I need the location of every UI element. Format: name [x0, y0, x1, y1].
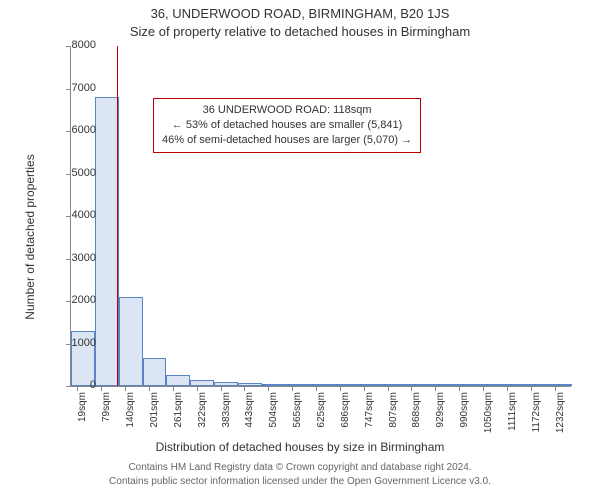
- histogram-bar: [548, 384, 572, 386]
- histogram-bar: [238, 383, 262, 386]
- histogram-bar: [190, 380, 214, 386]
- info-box: 36 UNDERWOOD ROAD: 118sqm ← 53% of detac…: [153, 98, 421, 153]
- y-axis-label: Number of detached properties: [23, 137, 37, 337]
- y-tick-mark: [66, 301, 70, 302]
- histogram-bar: [381, 384, 405, 386]
- histogram-bar: [214, 382, 238, 386]
- y-tick-label: 1000: [46, 337, 96, 349]
- y-tick-label: 7000: [46, 82, 96, 94]
- x-tick-mark: [411, 387, 412, 391]
- x-tick-mark: [459, 387, 460, 391]
- y-tick-label: 3000: [46, 252, 96, 264]
- histogram-bar: [166, 375, 190, 386]
- y-tick-mark: [66, 131, 70, 132]
- x-tick-mark: [125, 387, 126, 391]
- histogram-bar: [500, 384, 524, 386]
- histogram-bar: [405, 384, 429, 386]
- histogram-bar: [477, 384, 501, 386]
- y-tick-label: 4000: [46, 209, 96, 221]
- y-tick-mark: [66, 174, 70, 175]
- histogram-bar: [333, 384, 357, 386]
- page-title-line1: 36, UNDERWOOD ROAD, BIRMINGHAM, B20 1JS: [0, 6, 600, 21]
- y-tick-label: 6000: [46, 124, 96, 136]
- histogram-bar: [524, 384, 548, 386]
- info-line1: 36 UNDERWOOD ROAD: 118sqm: [162, 103, 412, 118]
- x-tick-mark: [555, 387, 556, 391]
- x-tick-mark: [221, 387, 222, 391]
- x-tick-mark: [531, 387, 532, 391]
- footer-line1: Contains HM Land Registry data © Crown c…: [0, 462, 600, 473]
- x-tick-mark: [340, 387, 341, 391]
- page-title-line2: Size of property relative to detached ho…: [0, 24, 600, 39]
- x-tick-mark: [197, 387, 198, 391]
- x-tick-mark: [316, 387, 317, 391]
- x-tick-mark: [483, 387, 484, 391]
- y-tick-mark: [66, 89, 70, 90]
- plot-area: 36 UNDERWOOD ROAD: 118sqm ← 53% of detac…: [70, 46, 571, 387]
- x-tick-mark: [364, 387, 365, 391]
- chart-container: 36, UNDERWOOD ROAD, BIRMINGHAM, B20 1JS …: [0, 0, 600, 500]
- x-tick-mark: [244, 387, 245, 391]
- histogram-bar: [357, 384, 381, 386]
- y-tick-label: 2000: [46, 294, 96, 306]
- y-tick-label: 8000: [46, 39, 96, 51]
- x-axis-label: Distribution of detached houses by size …: [0, 440, 600, 454]
- histogram-bar: [286, 384, 310, 386]
- histogram-bar: [262, 384, 286, 386]
- x-tick-mark: [77, 387, 78, 391]
- x-tick-mark: [507, 387, 508, 391]
- reference-vline: [117, 46, 118, 386]
- histogram-bar: [143, 358, 167, 386]
- histogram-bar: [429, 384, 453, 386]
- bars-layer: [71, 46, 571, 386]
- y-tick-label: 0: [46, 379, 96, 391]
- x-tick-mark: [292, 387, 293, 391]
- x-tick-mark: [101, 387, 102, 391]
- y-tick-mark: [66, 259, 70, 260]
- x-tick-mark: [435, 387, 436, 391]
- y-tick-mark: [66, 46, 70, 47]
- y-tick-mark: [66, 216, 70, 217]
- y-tick-mark: [66, 344, 70, 345]
- histogram-bar: [95, 97, 119, 386]
- footer-line2: Contains public sector information licen…: [0, 476, 600, 487]
- histogram-bar: [119, 297, 143, 386]
- histogram-bar: [453, 384, 477, 386]
- y-tick-mark: [66, 386, 70, 387]
- x-tick-mark: [173, 387, 174, 391]
- x-tick-mark: [149, 387, 150, 391]
- info-line2: ← 53% of detached houses are smaller (5,…: [162, 118, 412, 133]
- histogram-bar: [310, 384, 334, 386]
- y-tick-label: 5000: [46, 167, 96, 179]
- x-tick-mark: [388, 387, 389, 391]
- info-line3: 46% of semi-detached houses are larger (…: [162, 133, 412, 148]
- x-tick-mark: [268, 387, 269, 391]
